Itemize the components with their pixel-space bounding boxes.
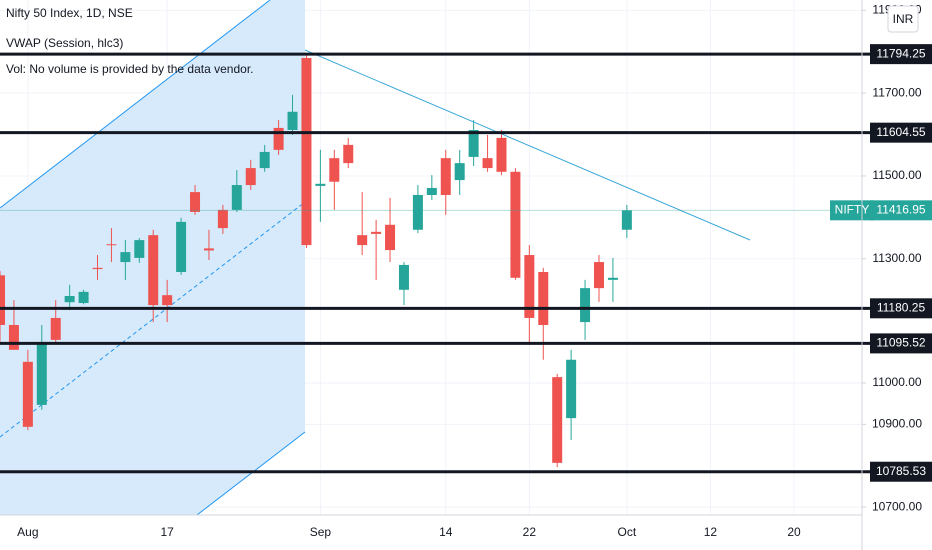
x-tick-label: 20 bbox=[787, 525, 801, 539]
level-label-box bbox=[870, 298, 932, 319]
candle-body bbox=[538, 271, 549, 325]
x-tick-label: Sep bbox=[310, 525, 332, 539]
y-tick-label: 10900.00 bbox=[872, 417, 922, 431]
candle-body bbox=[120, 252, 131, 263]
candle-body bbox=[22, 361, 33, 427]
level-label-box bbox=[870, 122, 932, 143]
candle-body bbox=[190, 192, 201, 212]
x-tick-label: Aug bbox=[17, 525, 38, 539]
level-label: 11180.25 bbox=[877, 300, 926, 314]
candle-body bbox=[259, 151, 270, 169]
candle-body bbox=[510, 171, 521, 278]
candle-body bbox=[217, 209, 228, 229]
candle-body bbox=[273, 127, 284, 150]
candle-body bbox=[329, 158, 340, 182]
candle-body bbox=[398, 264, 409, 290]
candle-body bbox=[78, 291, 89, 304]
x-tick-label: 14 bbox=[439, 525, 453, 539]
y-tick-label: 10700.00 bbox=[872, 499, 922, 513]
indicator-label: VWAP (Session, hlc3) bbox=[6, 36, 123, 50]
level-label-box bbox=[870, 44, 932, 65]
candle-body bbox=[50, 317, 61, 340]
level-label: 11604.55 bbox=[876, 125, 925, 139]
channel-lower bbox=[196, 431, 306, 516]
candle-body bbox=[607, 277, 618, 280]
candle-body bbox=[482, 158, 493, 169]
candle-body bbox=[621, 210, 632, 230]
candle-body bbox=[412, 194, 423, 230]
candle-body bbox=[231, 185, 242, 210]
candle-body bbox=[552, 377, 563, 463]
level-label-box bbox=[870, 333, 932, 354]
chart-title: Nifty 50 Index, 1D, NSE bbox=[6, 6, 133, 20]
candle-body bbox=[496, 137, 507, 172]
candle-body bbox=[580, 288, 591, 323]
y-tick-label: 11700.00 bbox=[872, 85, 921, 99]
symbol-box bbox=[830, 200, 874, 221]
channel-upper bbox=[0, 0, 271, 209]
candle-body bbox=[134, 240, 145, 258]
y-tick-label: 11000.00 bbox=[872, 375, 921, 389]
currency-box[interactable] bbox=[887, 5, 919, 33]
candle-body bbox=[36, 341, 47, 405]
candle-body bbox=[468, 129, 479, 157]
candle-body bbox=[148, 235, 159, 306]
trend-line bbox=[304, 49, 751, 241]
channel-mid bbox=[0, 201, 306, 438]
candle-body bbox=[566, 359, 577, 419]
candle-body bbox=[287, 111, 298, 130]
level-label-box bbox=[870, 461, 932, 482]
axes: 11900.0011700.0011500.0011300.0011000.00… bbox=[17, 3, 922, 540]
candle-body bbox=[0, 275, 5, 325]
candle-body bbox=[301, 57, 312, 246]
candle-body bbox=[64, 296, 75, 303]
candle-body bbox=[315, 183, 326, 186]
candle-body bbox=[440, 158, 451, 195]
candle-body bbox=[343, 144, 354, 164]
symbol-label: NIFTY bbox=[835, 202, 870, 216]
candle-body bbox=[524, 255, 535, 318]
x-tick-label: 17 bbox=[160, 525, 174, 539]
candle-body bbox=[385, 224, 396, 251]
candles bbox=[0, 54, 632, 467]
currency[interactable]: INR bbox=[893, 12, 914, 26]
y-tick-label: 11500.00 bbox=[872, 168, 921, 182]
candle-body bbox=[92, 267, 103, 270]
indicator-label: Vol: No volume is provided by the data v… bbox=[6, 62, 253, 76]
last-price-label: 11416.95 bbox=[876, 202, 925, 216]
candle-body bbox=[593, 262, 604, 289]
candle-body bbox=[454, 163, 465, 181]
last-price-box bbox=[870, 200, 932, 221]
level-label: 10785.53 bbox=[876, 464, 926, 478]
candle-body bbox=[8, 324, 19, 350]
level-label: 11794.25 bbox=[876, 46, 925, 60]
candle-body bbox=[426, 187, 437, 195]
x-tick-label: 22 bbox=[523, 525, 537, 539]
y-tick-label: 11300.00 bbox=[872, 251, 921, 265]
candle-body bbox=[371, 231, 382, 234]
candle-body bbox=[203, 248, 214, 251]
level-label: 11095.52 bbox=[876, 336, 925, 350]
candle-body bbox=[245, 168, 256, 186]
x-tick-label: Oct bbox=[618, 525, 637, 539]
candle-body bbox=[106, 244, 117, 246]
candle-body bbox=[176, 221, 187, 272]
candle-body bbox=[162, 295, 173, 306]
candle-body bbox=[357, 235, 368, 246]
levels: 11794.25 11604.55 11180.25 11095.52 10785.53… bbox=[0, 44, 932, 482]
x-tick-label: 12 bbox=[704, 525, 718, 539]
